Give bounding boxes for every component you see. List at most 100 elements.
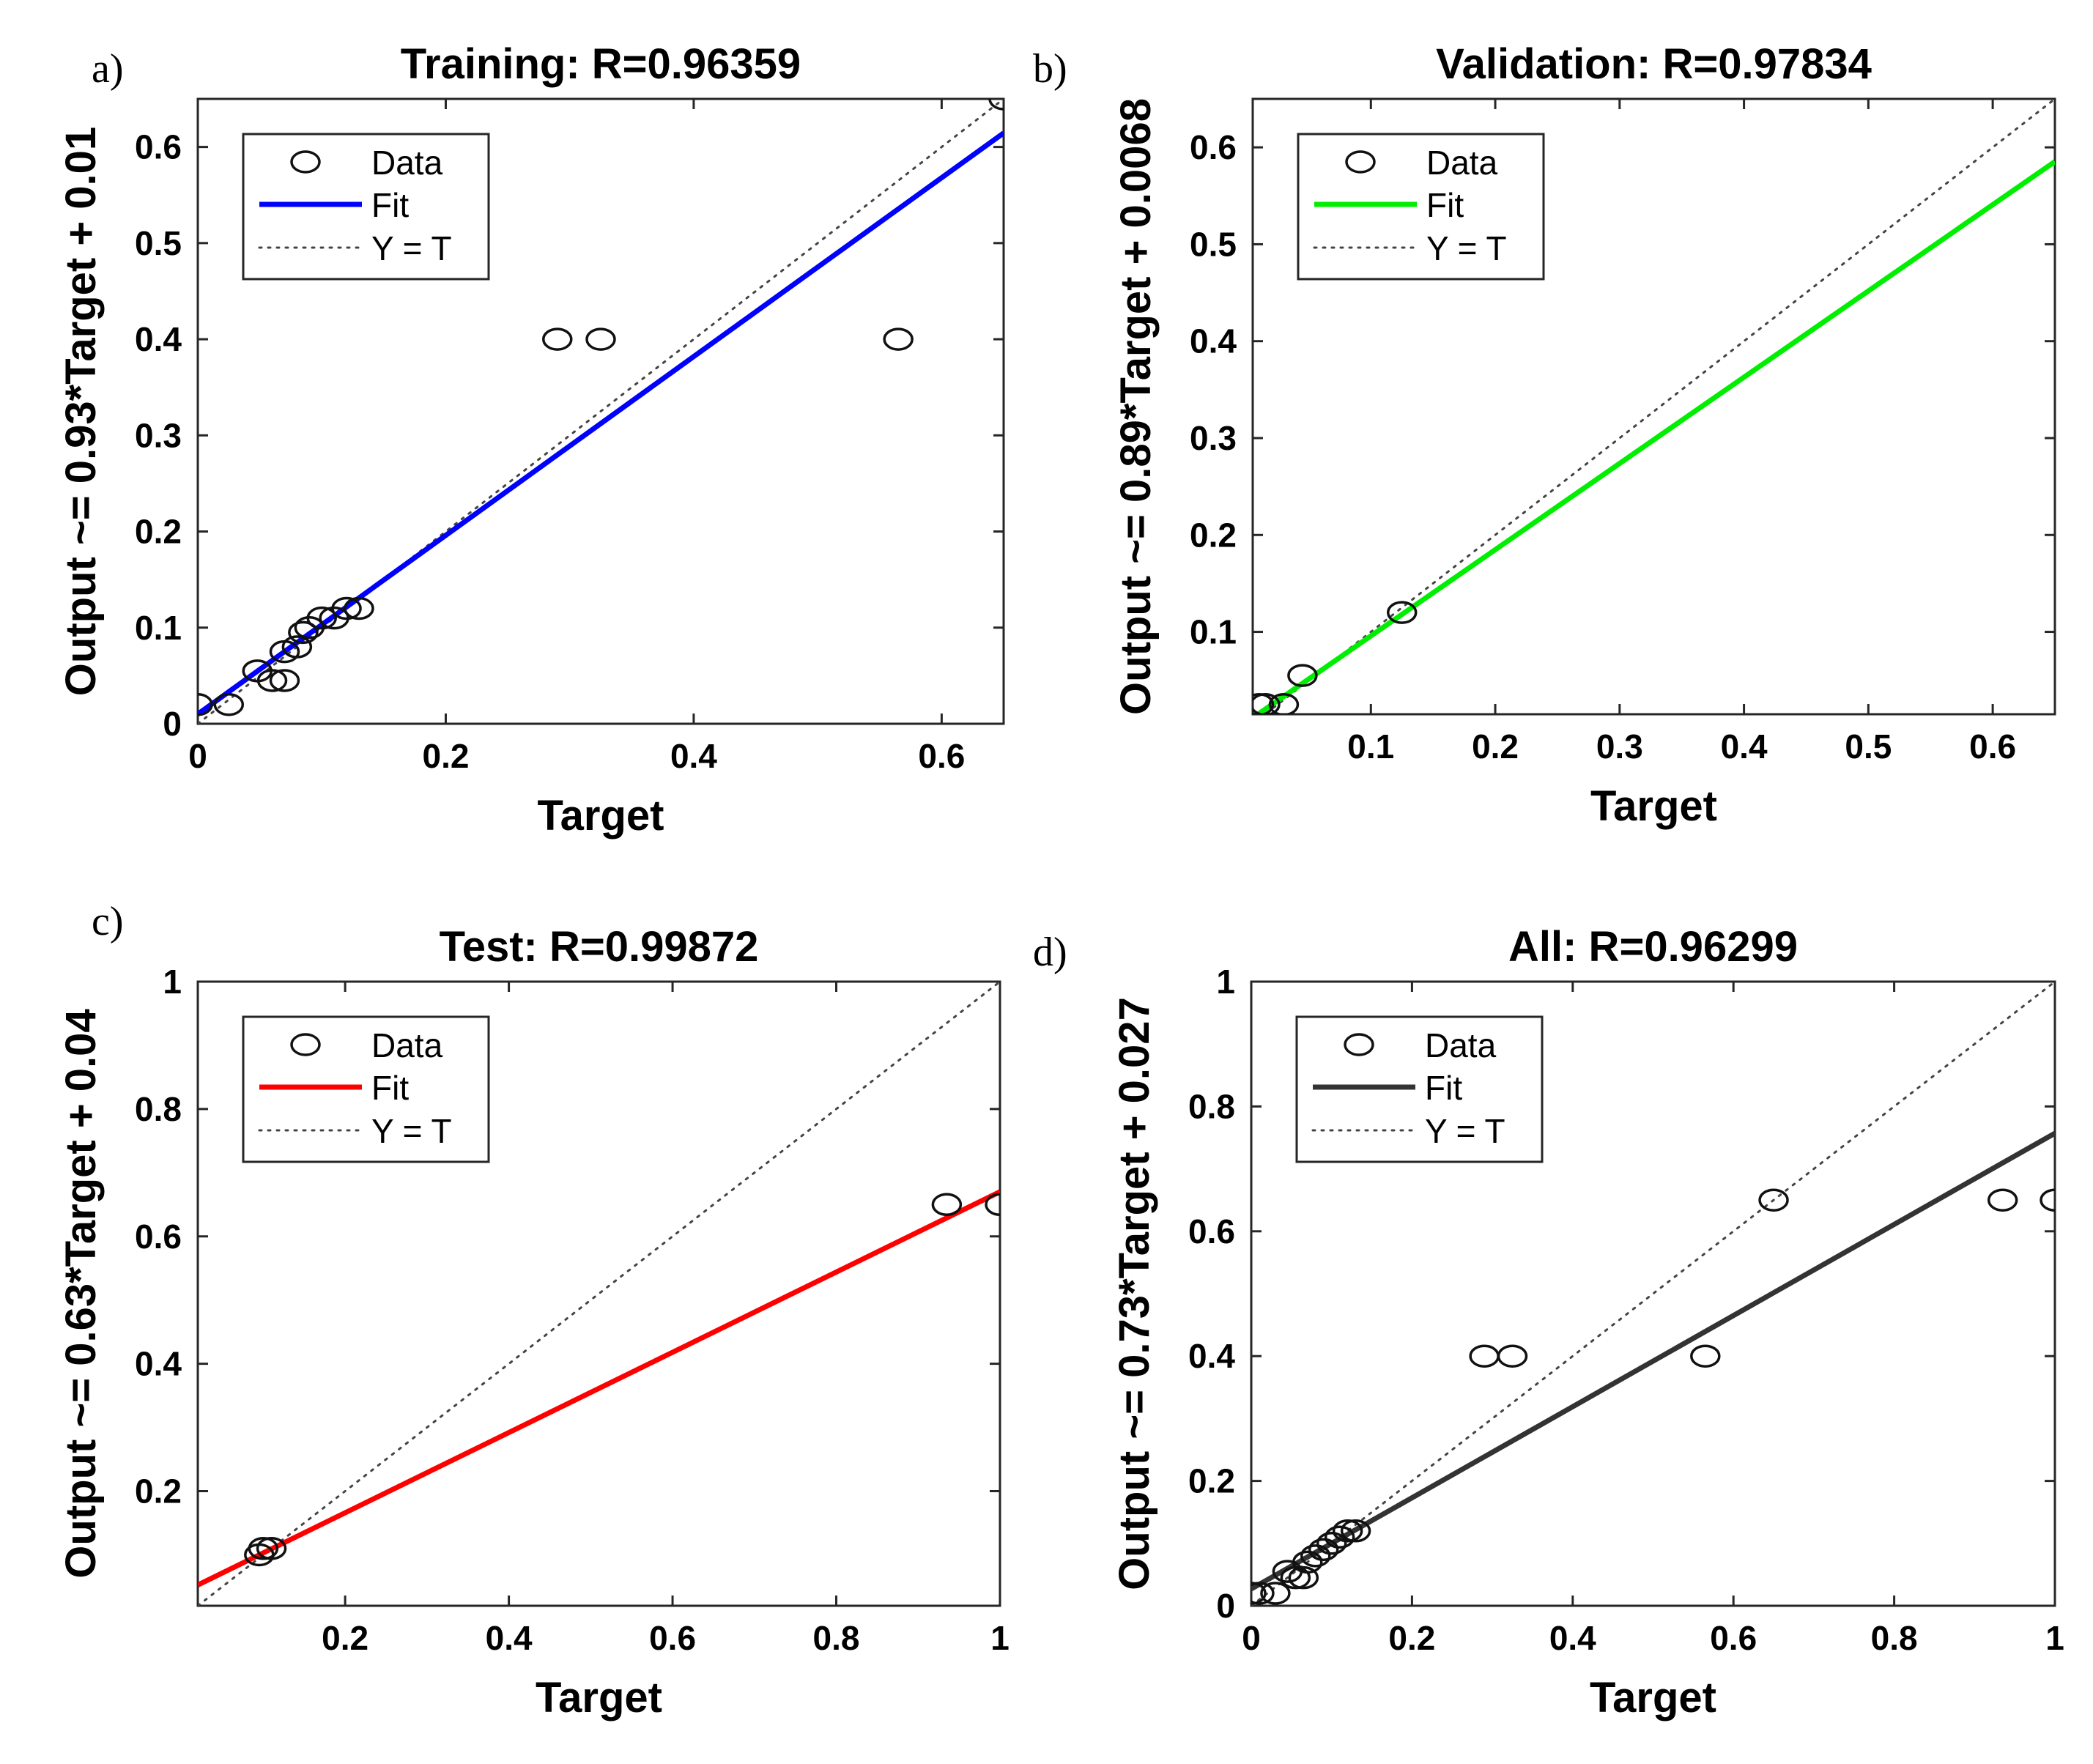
x-tick-label: 1 xyxy=(990,1619,1010,1657)
data-point xyxy=(1758,1188,1789,1212)
y-axis-label: Output ~= 0.73*Target + 0.027 xyxy=(1111,997,1158,1590)
legend-fit-label: Fit xyxy=(1426,186,1464,224)
y-tick-label: 1 xyxy=(163,963,182,1001)
data-point xyxy=(1251,1582,1275,1605)
x-tick-label: 0.6 xyxy=(918,737,965,775)
y-tick-label: 0.5 xyxy=(1190,225,1237,263)
x-tick-label: 0.2 xyxy=(422,737,469,775)
data-point xyxy=(931,1193,963,1217)
legend-identity-label: Y = T xyxy=(371,1112,452,1150)
x-tick-label: 0.4 xyxy=(670,737,717,775)
y-tick-label: 0.8 xyxy=(1188,1087,1235,1125)
data-point xyxy=(1308,1538,1339,1562)
fit-line xyxy=(1251,1130,2055,1592)
data-point xyxy=(1987,1188,2018,1212)
legend-data-marker xyxy=(290,150,321,174)
x-tick-label: 0.3 xyxy=(1596,727,1643,766)
y-tick-label: 0.2 xyxy=(135,513,182,551)
fit-line xyxy=(198,1189,1000,1587)
legend-data-label: Data xyxy=(371,144,443,182)
data-point xyxy=(1288,1565,1319,1590)
y-tick-label: 0.6 xyxy=(1188,1212,1235,1250)
data-point xyxy=(1253,693,1281,714)
y-tick-label: 0.2 xyxy=(1190,516,1237,554)
x-tick-label: 0.4 xyxy=(1549,1619,1596,1657)
y-tick-label: 0 xyxy=(1216,1587,1235,1625)
legend: Data Fit Y = T xyxy=(242,133,490,281)
chart-title: All: R=0.96299 xyxy=(1508,923,1798,971)
legend-fit-label: Fit xyxy=(1425,1069,1462,1107)
x-tick-label: 0.8 xyxy=(1871,1619,1918,1657)
legend-data-label: Data xyxy=(371,1026,443,1064)
y-tick-label: 0.6 xyxy=(135,128,182,166)
chart-title: Training: R=0.96359 xyxy=(401,40,801,88)
panel-label: c) xyxy=(92,899,124,944)
data-point xyxy=(883,327,914,351)
identity-line xyxy=(1263,99,2055,714)
y-tick-label: 0.5 xyxy=(135,224,182,262)
data-point xyxy=(1690,1344,1721,1368)
data-point xyxy=(1324,1525,1355,1549)
x-tick-label: 0 xyxy=(188,737,207,775)
chart-title: Test: R=0.99872 xyxy=(440,923,759,971)
panel-label: d) xyxy=(1033,930,1067,975)
data-point xyxy=(585,327,616,351)
x-tick-label: 0.6 xyxy=(1710,1619,1757,1657)
chart-title: Validation: R=0.97834 xyxy=(1436,40,1872,88)
panel-label: b) xyxy=(1033,46,1067,92)
plot-marks xyxy=(198,99,1004,724)
data-point xyxy=(344,596,374,620)
legend-identity-label: Y = T xyxy=(1426,229,1507,267)
x-axis-label: Target xyxy=(1590,1674,1716,1722)
data-point xyxy=(288,620,319,645)
y-tick-label: 0.1 xyxy=(1190,613,1237,651)
x-tick-label: 0.4 xyxy=(486,1619,533,1657)
x-axis-label: Target xyxy=(538,792,664,840)
x-tick-label: 0.2 xyxy=(1388,1619,1435,1657)
y-tick-label: 0.2 xyxy=(1188,1462,1235,1500)
data-point xyxy=(306,606,337,630)
y-tick-label: 0.4 xyxy=(135,320,182,358)
data-point xyxy=(1497,1344,1528,1368)
plot-marks xyxy=(1253,99,2055,714)
data-point xyxy=(1251,1582,1267,1605)
data-point xyxy=(256,669,288,692)
data-point xyxy=(2040,1188,2055,1212)
legend-data-marker xyxy=(290,1033,321,1056)
legend-data-label: Data xyxy=(1425,1026,1497,1064)
fit-line xyxy=(198,130,1004,716)
y-tick-label: 0.2 xyxy=(135,1472,182,1511)
data-point xyxy=(248,1537,279,1560)
panel-label: a) xyxy=(92,46,124,92)
y-tick-label: 0.6 xyxy=(135,1218,182,1256)
y-axis-label: Output ~= 0.89*Target + 0.0068 xyxy=(1112,98,1160,715)
data-point xyxy=(1292,1550,1323,1574)
y-tick-label: 0.4 xyxy=(135,1345,182,1383)
data-point xyxy=(1316,1532,1347,1555)
x-tick-label: 0.6 xyxy=(649,1619,696,1657)
x-tick-label: 0.2 xyxy=(1472,727,1519,766)
identity-line xyxy=(1251,982,2055,1606)
data-point xyxy=(281,635,313,659)
data-point xyxy=(1260,1582,1291,1605)
legend: Data Fit Y = T xyxy=(242,1015,490,1163)
plot-marks xyxy=(1251,982,2055,1606)
y-tick-label: 0.4 xyxy=(1188,1337,1235,1375)
x-tick-label: 0.8 xyxy=(813,1619,860,1657)
panel-b: b) Validation: R=0.97834 0.1 0.2 0.3 0.4 0.5 0.… xyxy=(1033,40,2056,830)
data-point xyxy=(1268,693,1300,714)
legend-data-marker xyxy=(1345,150,1376,174)
x-tick-label: 1 xyxy=(2045,1619,2064,1657)
data-point xyxy=(1300,1544,1331,1568)
data-point xyxy=(198,693,213,716)
y-tick-label: 0.1 xyxy=(135,609,182,647)
data-point xyxy=(542,327,573,351)
panel-a: a) Training: R=0.96359 0 0.2 0.4 0.6 0 0.1 0.2 0.… xyxy=(57,40,1005,840)
x-tick-label: 0.4 xyxy=(1721,727,1768,766)
legend-fit-label: Fit xyxy=(371,1069,409,1107)
x-tick-label: 0.2 xyxy=(322,1619,368,1657)
data-point xyxy=(213,693,245,716)
y-tick-label: 0 xyxy=(163,705,182,743)
data-point xyxy=(1287,664,1318,687)
